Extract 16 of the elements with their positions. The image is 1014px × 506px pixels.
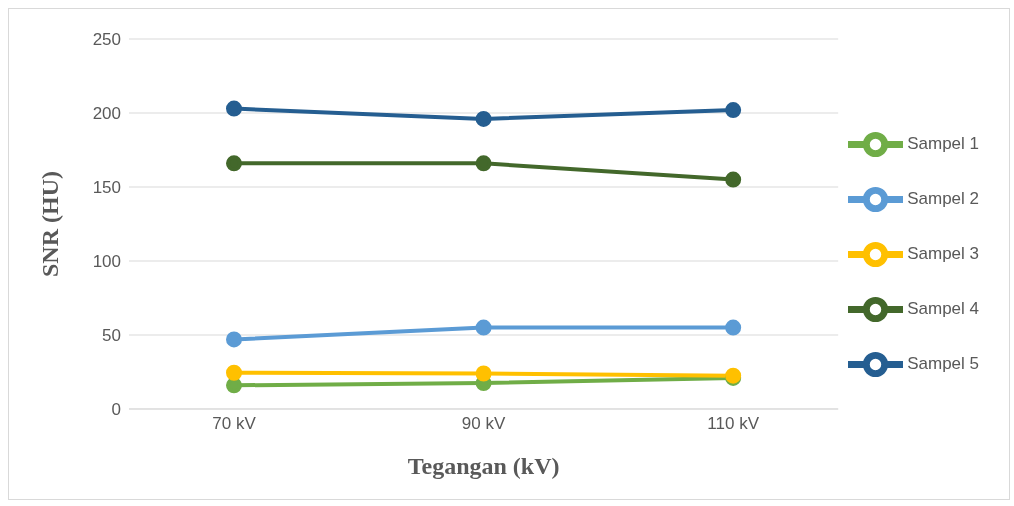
y-tick-label: 200 — [92, 104, 121, 124]
y-tick-label: 0 — [111, 400, 121, 420]
y-tick-label: 150 — [92, 178, 121, 198]
legend-label: Sampel 3 — [907, 243, 979, 263]
x-tick-label: 110 kV — [707, 414, 760, 434]
x-tick-label: 70 kV — [212, 414, 257, 434]
x-tick-label: 90 kV — [461, 414, 506, 434]
legend-label: Sampel 4 — [907, 298, 979, 318]
legend-label: Sampel 2 — [907, 188, 979, 208]
legend-label: Sampel 1 — [907, 133, 979, 153]
x-axis-title: Tegangan (kV) — [407, 453, 560, 479]
y-tick-label: 100 — [92, 252, 121, 272]
legend-label: Sampel 5 — [907, 353, 979, 373]
y-tick-label: 50 — [102, 326, 121, 346]
y-axis-title: SNR (HU) — [36, 171, 63, 277]
y-tick-label: 250 — [92, 30, 121, 50]
